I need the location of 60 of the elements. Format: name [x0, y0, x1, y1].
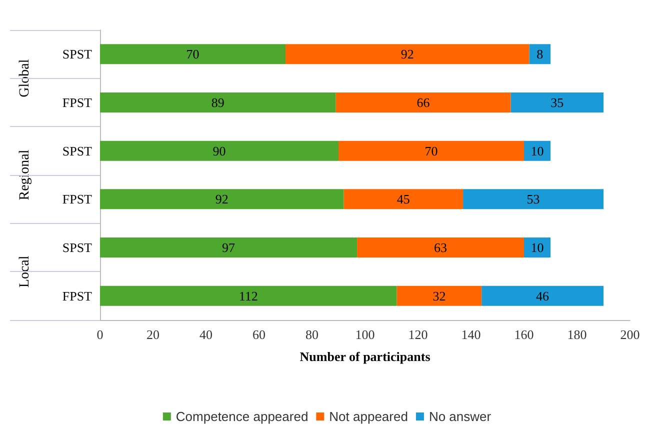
- bar: [524, 238, 550, 258]
- data-label: 97: [222, 240, 236, 255]
- y-tick-label: SPST: [62, 46, 92, 62]
- y-tick-label: FPST: [62, 95, 92, 110]
- bar: [344, 189, 464, 210]
- data-label: 112: [238, 288, 258, 304]
- data-label: 89: [211, 95, 224, 110]
- bar: [336, 92, 511, 112]
- bar: [100, 92, 336, 112]
- bar: [529, 44, 550, 64]
- data-label: 45: [396, 192, 410, 207]
- text: Regional: [18, 150, 32, 200]
- bar: [463, 189, 604, 210]
- bar: [100, 286, 397, 306]
- x-tick-label: 140: [461, 327, 481, 342]
- data-label: 46: [536, 288, 550, 304]
- x-tick-label: 20: [146, 327, 160, 342]
- data-label: 32: [432, 288, 446, 304]
- bar: [100, 140, 338, 161]
- bar: [286, 44, 530, 64]
- data-label: 92: [215, 192, 228, 207]
- y-tick-label: FPST: [62, 288, 92, 304]
- data-label: 90: [212, 143, 226, 158]
- x-tick-label: 40: [200, 327, 212, 342]
- legend-label: Not appeared: [329, 409, 408, 424]
- data-label: 35: [550, 95, 564, 110]
- legend-label: Competence appeared: [176, 409, 308, 424]
- text: Global: [18, 59, 32, 98]
- data-label: 63: [434, 240, 448, 255]
- bar: [100, 189, 344, 210]
- x-tick-label: 200: [620, 327, 640, 342]
- data-label: 70: [186, 46, 200, 62]
- data-label: 70: [424, 143, 438, 158]
- text: Local: [18, 256, 32, 288]
- x-tick-label: 160: [514, 327, 534, 342]
- bar: [100, 238, 358, 258]
- y-tick-label: SPST: [62, 143, 92, 158]
- data-label: 10: [530, 240, 544, 255]
- bar: [482, 286, 604, 306]
- x-tick-label: 100: [355, 327, 375, 342]
- x-tick-label: 180: [567, 327, 587, 342]
- y-tick-label: SPST: [62, 240, 92, 255]
- x-axis-title: Number of participants: [300, 349, 430, 364]
- bar: [524, 140, 550, 161]
- data-label: 10: [530, 143, 544, 158]
- legend-label: No answer: [428, 409, 492, 424]
- bar: [100, 44, 286, 64]
- x-tick-label: 80: [306, 327, 318, 342]
- data-label: 92: [400, 46, 414, 62]
- bar: [338, 140, 524, 161]
- y-tick-label: FPST: [62, 192, 92, 207]
- data-label: 53: [526, 192, 540, 207]
- data-label: 66: [416, 95, 430, 110]
- bar: [510, 92, 604, 112]
- x-tick-label: 120: [408, 327, 428, 342]
- bar: [357, 238, 524, 258]
- bar: [396, 286, 482, 306]
- x-tick-label: 60: [252, 327, 266, 342]
- x-tick-label: 0: [96, 327, 104, 342]
- data-label: 8: [536, 46, 544, 62]
